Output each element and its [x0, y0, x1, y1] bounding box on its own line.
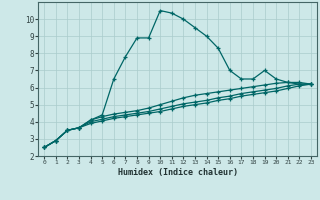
- X-axis label: Humidex (Indice chaleur): Humidex (Indice chaleur): [118, 168, 238, 177]
